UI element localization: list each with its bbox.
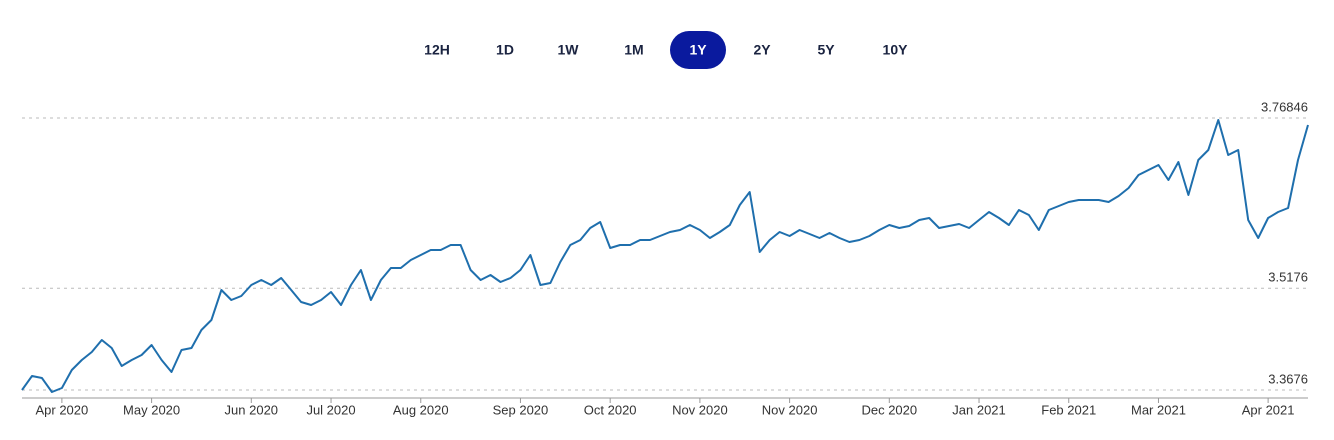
range-button[interactable]: 5Y <box>817 42 835 58</box>
x-tick-label: Nov 2020 <box>762 402 818 417</box>
x-tick-label: Jul 2020 <box>306 402 355 417</box>
y-tick-label: 3.76846 <box>1261 99 1308 114</box>
y-tick-label: 3.5176 <box>1268 270 1308 285</box>
x-tick-label: May 2020 <box>123 402 180 417</box>
x-tick-label: Dec 2020 <box>861 402 917 417</box>
x-tick-label: Sep 2020 <box>493 402 549 417</box>
range-button[interactable]: 1Y <box>689 42 707 58</box>
range-button[interactable]: 1M <box>624 42 643 58</box>
range-button[interactable]: 12H <box>424 42 450 58</box>
line-series <box>21 119 1309 393</box>
y-tick-label: 3.3676 <box>1268 371 1308 386</box>
range-button[interactable]: 1D <box>496 42 514 58</box>
x-tick-label: Aug 2020 <box>393 402 449 417</box>
x-tick-label: Apr 2020 <box>35 402 88 417</box>
range-button[interactable]: 2Y <box>753 42 771 58</box>
x-tick-label: Oct 2020 <box>584 402 637 417</box>
x-tick-label: Feb 2021 <box>1041 402 1096 417</box>
range-button[interactable]: 10Y <box>883 42 909 58</box>
range-button[interactable]: 1W <box>558 42 580 58</box>
x-tick-label: Nov 2020 <box>672 402 728 417</box>
x-tick-label: Jun 2020 <box>225 402 279 417</box>
x-tick-label: Mar 2021 <box>1131 402 1186 417</box>
x-tick-label: Apr 2021 <box>1242 402 1295 417</box>
range-button-selected <box>670 31 726 69</box>
x-tick-label: Jan 2021 <box>952 402 1006 417</box>
